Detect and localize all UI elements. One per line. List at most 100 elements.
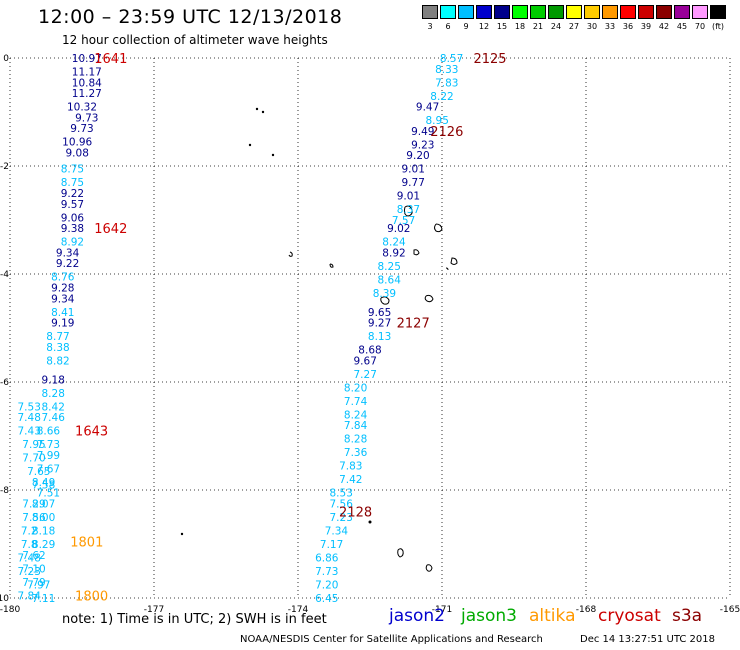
wave-height-value: 8.53 (330, 488, 353, 500)
wave-height-value: 7.8 (21, 539, 38, 551)
wave-height-value: 9.38 (61, 223, 84, 235)
wave-height-value: 10.84 (72, 77, 102, 89)
scale-label: 70 (694, 22, 706, 31)
wave-height-value: 11.27 (72, 88, 102, 100)
wave-height-value: 7.79 (22, 577, 45, 589)
lon-tick-label: -168 (576, 605, 597, 615)
lat-tick-label: 0 (3, 54, 9, 64)
wave-height-value: 8.75 (61, 177, 84, 189)
footer-credit: NOAA/NESDIS Center for Satellite Applica… (240, 634, 543, 645)
pass-label: 2125 (473, 52, 506, 67)
wave-height-value: 8.64 (378, 274, 402, 286)
island (248, 143, 252, 147)
wave-height-value: 7.67 (37, 463, 60, 475)
lon-tick-label: -180 (0, 605, 20, 615)
scale-swatch (602, 5, 618, 19)
source-jason2: jason2 (389, 606, 445, 626)
wave-height-value: 8.41 (51, 307, 74, 319)
wave-height-value: 9.27 (368, 318, 391, 330)
island (288, 251, 293, 257)
scale-label: 9 (463, 22, 469, 31)
island (368, 520, 372, 524)
wave-height-value: 7.57 (392, 215, 415, 227)
wave-height-value: 8.13 (368, 331, 391, 343)
scale-swatch (548, 5, 564, 19)
wave-height-value: 8.57 (440, 53, 463, 65)
island (180, 532, 184, 536)
pass-label: 2127 (397, 317, 430, 332)
wave-height-value: 7.56 (330, 499, 354, 511)
wave-height-value: 7.2 (21, 526, 38, 538)
scale-label: 24 (550, 22, 562, 31)
scale-swatch (530, 5, 546, 19)
wave-height-value: 9.08 (66, 148, 89, 160)
lon-tick-label: -171 (432, 605, 452, 615)
wave-height-value: 9.01 (402, 164, 425, 176)
wave-height-value: 9.34 (56, 247, 80, 259)
scale-swatch (656, 5, 672, 19)
wave-height-value: 7.53 (18, 401, 41, 413)
scale-label: 42 (658, 22, 670, 31)
wave-height-value: 7.20 (315, 580, 338, 592)
wave-height-value: 7.99 (37, 450, 60, 462)
scale-label: 33 (604, 22, 616, 31)
lat-tick-label: -6 (0, 378, 9, 388)
island (403, 205, 413, 217)
wave-height-value: 7.65 (27, 466, 50, 478)
scale-swatch (440, 5, 456, 19)
wave-height-value: 7.46 (42, 412, 66, 424)
scale-label: 27 (568, 22, 580, 31)
wave-height-value: 7.73 (315, 566, 338, 578)
wave-height-value: 8.20 (344, 382, 367, 394)
pass-label: 1643 (75, 425, 108, 440)
source-cryosat: cryosat (598, 606, 661, 626)
wave-height-value: 7.56 (22, 512, 46, 524)
island (450, 257, 458, 265)
wave-height-value: 9.20 (406, 150, 429, 162)
wave-height-value: 8.22 (430, 91, 453, 103)
scale-label: 18 (514, 22, 526, 31)
lat-tick-label: -8 (0, 486, 9, 496)
wave-height-value: 9.34 (51, 293, 75, 305)
wave-height-value: 8.95 (426, 115, 449, 127)
wave-height-value: 7.10 (22, 563, 45, 575)
lat-tick-label: -4 (0, 270, 9, 280)
pass-label: 1642 (94, 222, 127, 237)
wave-height-value: 9.77 (402, 177, 425, 189)
wave-height-value: 9.18 (42, 374, 65, 386)
wave-height-value: 8.49 (32, 477, 55, 489)
legend-note: note: 1) Time is in UTC; 2) SWH is in fe… (62, 612, 327, 627)
wave-height-value: 7.17 (320, 539, 343, 551)
wave-height-value: 8.29 (32, 539, 55, 551)
wave-height-value: 7.34 (325, 526, 349, 538)
wave-height-value: 7.42 (339, 474, 362, 486)
wave-height-value: 9.22 (56, 258, 79, 270)
wave-height-value: 8.75 (61, 164, 84, 176)
wave-height-value: 9.02 (387, 223, 410, 235)
pass-label: 1641 (94, 52, 127, 67)
source-jason3: jason3 (461, 606, 517, 626)
page-subtitle: 12 hour collection of altimeter wave hei… (62, 33, 328, 47)
scale-swatch (566, 5, 582, 19)
scale-swatch (458, 5, 474, 19)
scale-label: 21 (532, 22, 544, 31)
wave-height-value: 7.83 (339, 461, 362, 473)
wave-height-value: 7.62 (22, 550, 45, 562)
scale-label: 15 (496, 22, 508, 31)
wave-height-value: 9.49 (411, 126, 434, 138)
pass-label: 1800 (75, 589, 108, 604)
wave-height-value: 8.77 (46, 331, 69, 343)
wave-height-value: 7.95 (22, 439, 45, 451)
scale-swatch (494, 5, 510, 19)
wave-height-value: 8.00 (32, 512, 55, 524)
island (413, 249, 420, 256)
wave-height-value: 8.38 (46, 342, 69, 354)
wave-height-value: 8.39 (373, 288, 396, 300)
scale-swatch (422, 5, 438, 19)
scale-swatch (638, 5, 654, 19)
wave-height-value: 9.28 (51, 283, 74, 295)
wave-height-value: 7.48 (18, 412, 41, 424)
wave-height-value: 8.28 (344, 434, 367, 446)
page-title: 12:00 – 23:59 UTC 12/13/2018 (38, 6, 343, 28)
wave-height-value: 9.19 (51, 318, 74, 330)
